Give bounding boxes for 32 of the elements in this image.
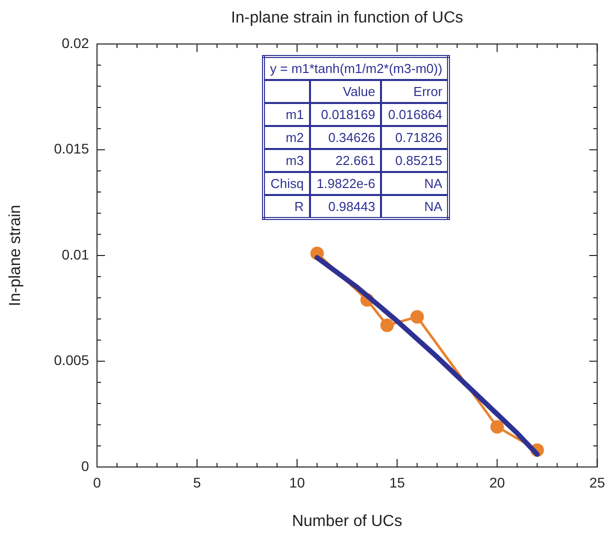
annotation: m3 [264,149,310,172]
x-tick-label: 25 [589,474,606,490]
y-tick-label: 0 [81,458,90,474]
x-tick-label: 0 [93,474,102,490]
annotation: 0.018169 [310,103,382,126]
x-tick-label: 15 [389,474,406,490]
annotation: 0.85215 [381,149,449,172]
annotation: y = m1*tanh(m1/m2*(m3-m0)) [264,56,449,80]
y-tick-label: 0.005 [54,352,90,368]
y-axis-title: In-plane strain [7,204,24,306]
x-tick-label: 20 [489,474,506,490]
annotation: 0.34626 [310,126,382,149]
annotation: m2 [264,126,310,149]
annotation: Error [381,80,449,103]
annotation: 1.9822e-6 [310,172,382,195]
annotation: 0.71826 [381,126,449,149]
annotation: 0.98443 [310,195,382,218]
annotation: NA [381,172,449,195]
annotation: R [264,195,310,218]
annotation: 22.661 [310,149,382,172]
x-axis-title: Number of UCs [292,512,402,530]
y-tick-label: 0.02 [62,34,90,51]
x-tick-label: 5 [193,474,202,490]
y-tick-label: 0.015 [54,140,90,157]
annotation: m1 [264,103,310,126]
y-tick-label: 0.01 [62,246,90,262]
x-tick-label: 10 [289,474,306,490]
annotation: 0.016864 [381,103,449,126]
annotation: Chisq [264,172,310,195]
annotation: Value [310,80,382,103]
chart-title: In-plane strain in function of UCs [231,9,464,26]
annotation: NA [381,195,449,218]
